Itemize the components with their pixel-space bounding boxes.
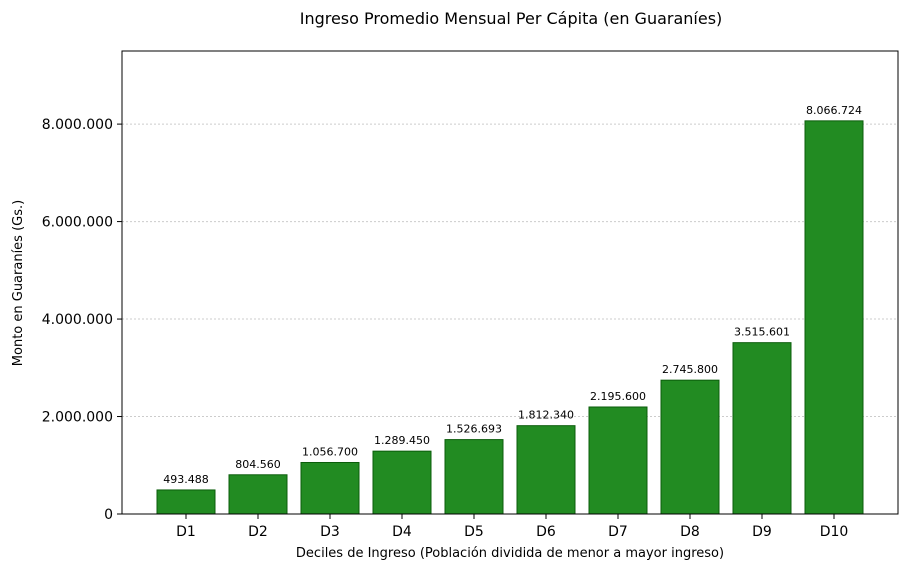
data-label-d7: 2.195.600 bbox=[590, 390, 646, 403]
x-tick-label-d4: D4 bbox=[392, 524, 412, 540]
bar-d3 bbox=[300, 461, 360, 515]
x-tick-label-d8: D8 bbox=[680, 524, 700, 540]
bars bbox=[156, 120, 864, 515]
x-axis-ticks: D1 D2 D3 D4 D5 D6 D7 D8 D9 D10 bbox=[176, 514, 848, 540]
x-tick-label-d6: D6 bbox=[536, 524, 556, 540]
data-labels: 493.488 804.560 1.056.700 1.289.450 1.526.69… bbox=[163, 104, 862, 486]
y-tick-label: 8.000.000 bbox=[42, 117, 113, 133]
x-tick-label-d2: D2 bbox=[248, 524, 268, 540]
x-tick-label-d5: D5 bbox=[464, 524, 484, 540]
y-axis-label: Monto en Guaraníes (Gs.) bbox=[11, 200, 26, 366]
bar-d8 bbox=[660, 379, 720, 515]
x-tick-label-d9: D9 bbox=[752, 524, 772, 540]
data-label-d2: 804.560 bbox=[235, 458, 281, 471]
bar-d10 bbox=[804, 120, 864, 515]
data-label-d10: 8.066.724 bbox=[806, 104, 862, 117]
data-label-d1: 493.488 bbox=[163, 473, 209, 486]
bar-d6 bbox=[516, 425, 576, 515]
bar-d5 bbox=[444, 439, 504, 515]
bar-d2 bbox=[228, 474, 288, 515]
bar-d7 bbox=[588, 406, 648, 515]
x-tick-label-d1: D1 bbox=[176, 524, 196, 540]
chart-title: Ingreso Promedio Mensual Per Cápita (en … bbox=[300, 9, 723, 28]
y-axis-ticks: 0 2.000.000 4.000.000 6.000.000 8.000.000 bbox=[42, 117, 122, 523]
y-tick-label: 6.000.000 bbox=[42, 215, 113, 231]
bar-d4 bbox=[372, 450, 432, 515]
x-tick-label-d7: D7 bbox=[608, 524, 628, 540]
data-label-d8: 2.745.800 bbox=[662, 363, 718, 376]
data-label-d3: 1.056.700 bbox=[302, 445, 358, 458]
grid-lines bbox=[122, 123, 898, 418]
y-tick-label: 4.000.000 bbox=[42, 312, 113, 328]
y-tick-label: 0 bbox=[104, 507, 113, 523]
x-axis-label: Deciles de Ingreso (Población dividida d… bbox=[296, 546, 724, 561]
x-tick-label-d10: D10 bbox=[820, 524, 849, 540]
bar-d1 bbox=[156, 489, 216, 515]
data-label-d9: 3.515.601 bbox=[734, 326, 790, 339]
data-label-d4: 1.289.450 bbox=[374, 434, 430, 447]
x-tick-label-d3: D3 bbox=[320, 524, 340, 540]
plot-frame bbox=[121, 50, 899, 515]
y-tick-label: 2.000.000 bbox=[42, 410, 113, 426]
data-label-d6: 1.812.340 bbox=[518, 409, 574, 422]
data-label-d5: 1.526.693 bbox=[446, 423, 502, 436]
bar-d9 bbox=[732, 342, 792, 515]
